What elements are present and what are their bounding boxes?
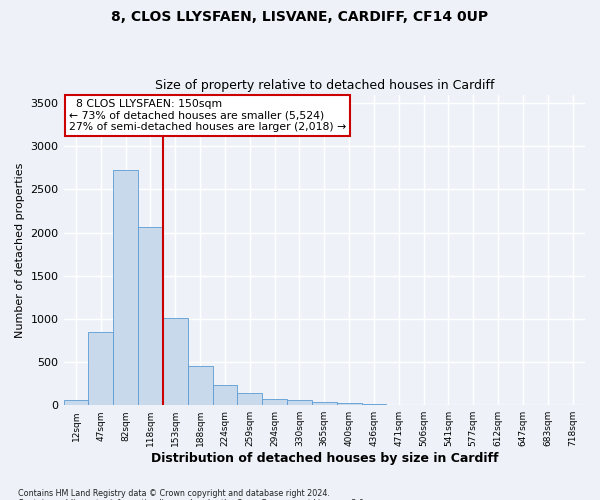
Bar	[138, 226, 163, 405]
Y-axis label: Number of detached properties: Number of detached properties	[15, 162, 25, 338]
Text: Contains public sector information licensed under the Open Government Licence v3: Contains public sector information licen…	[18, 498, 367, 500]
Bar	[362, 404, 386, 405]
Bar	[88, 332, 113, 405]
Bar	[113, 170, 138, 405]
Bar	[287, 400, 312, 405]
Text: 8 CLOS LLYSFAEN: 150sqm
← 73% of detached houses are smaller (5,524)
27% of semi: 8 CLOS LLYSFAEN: 150sqm ← 73% of detache…	[69, 99, 346, 132]
X-axis label: Distribution of detached houses by size in Cardiff: Distribution of detached houses by size …	[151, 452, 498, 465]
Bar	[163, 318, 188, 405]
Bar	[262, 398, 287, 405]
Bar	[337, 404, 362, 405]
Bar	[238, 392, 262, 405]
Bar	[312, 402, 337, 405]
Text: 8, CLOS LLYSFAEN, LISVANE, CARDIFF, CF14 0UP: 8, CLOS LLYSFAEN, LISVANE, CARDIFF, CF14…	[112, 10, 488, 24]
Bar	[212, 386, 238, 405]
Title: Size of property relative to detached houses in Cardiff: Size of property relative to detached ho…	[155, 79, 494, 92]
Bar	[188, 366, 212, 405]
Text: Contains HM Land Registry data © Crown copyright and database right 2024.: Contains HM Land Registry data © Crown c…	[18, 488, 330, 498]
Bar	[64, 400, 88, 405]
